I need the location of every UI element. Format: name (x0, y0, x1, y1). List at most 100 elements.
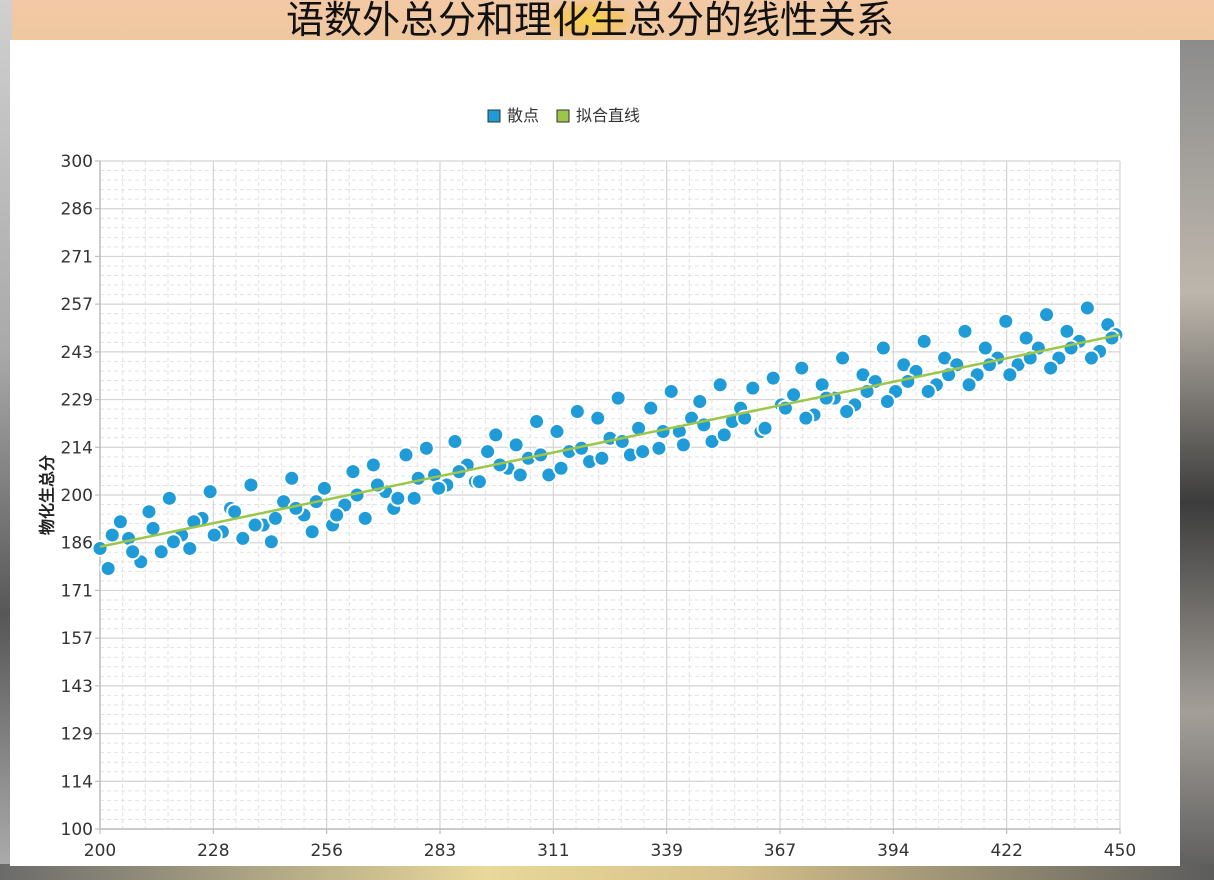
y-tick-label: 286 (61, 200, 93, 220)
scatter-point (111, 513, 129, 531)
scatter-point (528, 413, 546, 431)
scatter-point (356, 509, 374, 527)
scatter-point (634, 443, 652, 461)
scatter-point (389, 489, 407, 507)
scatter-point (181, 539, 199, 557)
scatter-point (507, 436, 525, 454)
scatter-point (152, 543, 170, 561)
y-tick-label: 229 (61, 391, 93, 411)
axis-layer: 200 228 256 283 311 339 367 394 422 450 300 286 271 2… (61, 152, 1137, 861)
scatter-point (548, 423, 566, 441)
fit-line (99, 333, 1121, 548)
scatter-point (976, 339, 994, 357)
y-tick-label: 143 (61, 677, 93, 697)
scatter-point (262, 533, 280, 551)
y-tick-label: 300 (61, 152, 93, 172)
y-tick-label: 243 (61, 343, 93, 363)
legend: 散点 拟合直线 (487, 106, 640, 125)
scatter-point (817, 389, 835, 407)
scatter-point (878, 392, 896, 410)
scatter-point (609, 389, 627, 407)
scatter-point (99, 559, 117, 577)
scatter-point (91, 539, 109, 557)
fit-line-layer (99, 333, 1121, 548)
x-tick-label: 311 (537, 841, 569, 861)
x-tick-label: 394 (877, 841, 909, 861)
scatter-point (242, 476, 260, 494)
x-tick-label: 283 (424, 841, 456, 861)
scatter-point (764, 369, 782, 387)
wallpaper-left-strip (0, 0, 12, 880)
scatter-point (364, 456, 382, 474)
y-tick-label: 157 (61, 629, 93, 649)
scatter-point (711, 376, 729, 394)
scatter-point (1078, 299, 1096, 317)
scatter-point (797, 409, 815, 427)
scatter-point (266, 509, 284, 527)
scatter-point (674, 436, 692, 454)
y-tick-label: 186 (61, 534, 93, 554)
scatter-point (328, 506, 346, 524)
scatter-point (405, 489, 423, 507)
y-tick-label: 257 (61, 295, 93, 315)
scatter-point (1017, 329, 1035, 347)
x-tick-label: 450 (1104, 841, 1136, 861)
scatter-point (915, 332, 933, 350)
scatter-point (874, 339, 892, 357)
scatter-point (487, 426, 505, 444)
scatter-point (899, 372, 917, 390)
scatter-point (568, 403, 586, 420)
scatter-point (552, 459, 570, 477)
scatter-point (246, 516, 264, 534)
scatter-point (589, 409, 607, 427)
y-tick-label: 114 (61, 772, 93, 792)
scatter-point (691, 392, 709, 410)
scatter-point (303, 523, 321, 541)
scatter-point (511, 466, 529, 484)
chart-panel (10, 40, 1180, 866)
wallpaper-sun (545, 0, 635, 40)
chart-title: 语数外总分和理化生总分的线性关系 (285, 0, 894, 42)
y-tick-label: 171 (61, 581, 93, 601)
scatter-point (417, 439, 435, 457)
scatter-point (793, 359, 811, 377)
y-tick-label: 100 (61, 820, 93, 840)
scatter-point (997, 312, 1015, 330)
wallpaper-right-strip (1180, 40, 1214, 880)
scatter-point (446, 433, 464, 451)
scatter-point (397, 446, 415, 464)
x-tick-label: 200 (84, 841, 116, 861)
scatter-point (756, 419, 774, 437)
scatter-point (715, 426, 733, 444)
scatter-point (1042, 359, 1060, 377)
x-tick-label: 422 (990, 841, 1022, 861)
scatter-point (1001, 366, 1019, 384)
y-axis-label: 物化生总分 (38, 455, 57, 535)
scatter-point (956, 322, 974, 340)
legend-label-line: 拟合直线 (576, 106, 640, 125)
y-tick-label: 214 (61, 438, 93, 458)
x-tick-label: 339 (650, 841, 682, 861)
scatter-point (430, 479, 448, 497)
scatter-point (1082, 349, 1100, 367)
y-tick-label: 200 (61, 486, 93, 506)
scatter-point (124, 543, 142, 561)
scatter-point (662, 382, 680, 400)
x-tick-label: 228 (197, 841, 229, 861)
scatter-point (642, 399, 660, 417)
scatter-point (283, 469, 301, 487)
wallpaper-bottom-strip (0, 864, 1214, 880)
scatter-point (650, 439, 668, 457)
scatter-point (919, 382, 937, 400)
x-tick-label: 367 (764, 841, 796, 861)
grid-layer (99, 160, 1121, 830)
y-tick-label: 271 (61, 247, 93, 267)
scatter-point (234, 529, 252, 547)
scatter-point (344, 463, 362, 481)
scatter-point (205, 526, 223, 544)
scatter-point (838, 403, 856, 420)
y-tick-label: 129 (61, 725, 93, 745)
scatter-point (1058, 322, 1076, 340)
scatter-points (91, 299, 1125, 577)
